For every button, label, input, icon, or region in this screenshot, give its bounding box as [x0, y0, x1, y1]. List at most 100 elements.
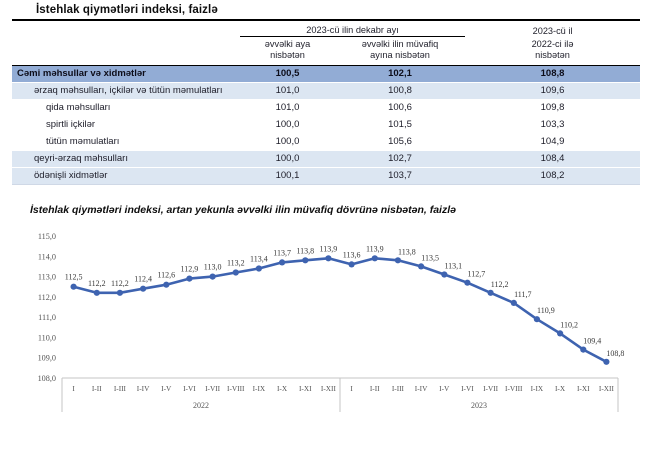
series-data-labels: 112,5 112,2 112,2 112,4 112,6 112,9 113,0 113,2…: [65, 244, 625, 357]
row-value: 101,0: [240, 82, 335, 100]
data-point: [232, 269, 239, 276]
year-label: 2023: [471, 401, 487, 410]
chart-title: İstehlak qiymətləri indeksi, artan yekun…: [30, 204, 456, 216]
month-label: I: [72, 384, 75, 393]
data-label: 112,9: [181, 265, 199, 274]
row-value: 102,1: [335, 65, 466, 83]
data-label: 113,9: [320, 244, 338, 253]
month-label: I-IV: [415, 384, 428, 393]
table-row: qida məhsulları 101,0 100,6 109,8: [12, 99, 641, 117]
month-label: I-VII: [205, 384, 221, 393]
row-value: 102,7: [335, 150, 466, 168]
table-row: tütün məmulatları 100,0 105,6 104,9: [12, 133, 641, 151]
x-axis: [61, 377, 619, 412]
data-point: [441, 271, 448, 278]
data-label: 113,2: [227, 259, 245, 268]
y-tick-label: 109,0: [38, 354, 56, 363]
page-title: İstehlak qiymətləri indeksi, faizlə: [36, 4, 218, 16]
header-prev-month: əvvəlki aya nisbətən: [264, 39, 311, 60]
cpi-table-body: Cəmi məhsullar və xidmətlər 100,5 102,1 108…: [12, 65, 641, 185]
data-point: [580, 346, 587, 353]
cpi-line-chart: 115,0 114,0 113,0 112,0 111,0 110,0 109,0 108,0…: [38, 232, 625, 412]
row-value: 103,3: [465, 116, 641, 134]
data-point: [279, 259, 286, 266]
row-value: 100,6: [335, 99, 466, 117]
row-value: 103,7: [335, 167, 466, 185]
row-value: 100,8: [335, 82, 466, 100]
year-label: 2022: [193, 401, 209, 410]
row-value: 100,5: [240, 65, 335, 83]
row-label: ərzaq məhsulları, içkilər və tütün məmul…: [12, 82, 240, 100]
month-label: I-XI: [577, 384, 590, 393]
header-spacer: [12, 20, 240, 37]
data-label: 110,2: [560, 320, 578, 329]
data-point: [93, 289, 100, 296]
data-point: [533, 316, 541, 323]
row-value: 101,5: [335, 116, 466, 134]
data-label: 113,0: [204, 263, 222, 272]
series-line: [72, 256, 608, 364]
data-label: 112,2: [88, 279, 106, 288]
data-point: [70, 283, 77, 290]
row-value: 100,0: [240, 133, 335, 151]
row-label: ödənişli xidmətlər: [12, 167, 240, 185]
table-row: spirtli içkilər 100,0 101,5 103,3: [12, 116, 641, 134]
month-label: I-V: [439, 384, 450, 393]
header-group-december: 2023-cü ilin dekabr ayı: [240, 20, 466, 37]
row-value: 100,0: [240, 116, 335, 134]
data-label: 112,2: [491, 280, 509, 289]
data-label: 112,5: [65, 273, 83, 282]
data-point: [255, 265, 262, 272]
month-label: I-IV: [137, 384, 150, 393]
data-point: [603, 358, 610, 365]
y-tick-label: 108,0: [38, 374, 56, 383]
month-label: I-II: [370, 384, 380, 393]
row-label: Cəmi məhsullar və xidmətlər: [12, 65, 240, 83]
month-label: I-V: [161, 384, 172, 393]
x-axis-labels: I I-II I-III I-IV I-V I-VI I-VII I-VIII I-IX I-X I…: [72, 384, 614, 410]
row-value: 109,6: [465, 82, 641, 100]
data-label: 112,2: [111, 279, 129, 288]
data-label: 112,7: [468, 270, 486, 279]
y-axis-labels: 115,0 114,0 113,0 112,0 111,0 110,0 109,0 108,0: [38, 232, 56, 383]
data-point: [325, 255, 332, 262]
data-label: 110,9: [537, 306, 555, 315]
header-year-vs: 2022-ci ilə nisbətən: [531, 39, 574, 60]
data-label: 109,4: [583, 337, 601, 346]
table-row: ödənişli xidmətlər 100,1 103,7 108,2: [12, 167, 641, 185]
row-value: 104,9: [465, 133, 641, 151]
data-point: [186, 275, 193, 282]
row-value: 100,0: [240, 150, 335, 168]
data-label: 113,9: [366, 244, 384, 253]
month-label: I-VII: [483, 384, 499, 393]
data-label: 113,4: [250, 255, 268, 264]
y-tick-label: 112,0: [38, 293, 56, 302]
row-label: tütün məmulatları: [12, 133, 240, 151]
data-point: [348, 261, 355, 268]
data-label: 113,8: [398, 247, 416, 256]
month-label: I-IX: [253, 384, 266, 393]
row-value: 108,8: [465, 65, 641, 83]
data-label: 113,5: [421, 253, 439, 262]
data-point: [418, 263, 425, 270]
series-markers: [70, 255, 610, 365]
month-label: I-VI: [183, 384, 196, 393]
row-value: 105,6: [335, 133, 466, 151]
month-label: I-VIII: [505, 384, 523, 393]
row-value: 108,4: [465, 150, 641, 168]
month-label: I-II: [92, 384, 102, 393]
data-label: 113,7: [273, 248, 291, 257]
month-label: I-XII: [599, 384, 615, 393]
y-tick-label: 115,0: [38, 232, 56, 241]
data-label: 111,7: [514, 290, 531, 299]
data-label: 112,4: [134, 275, 152, 284]
table-row: ərzaq məhsulları, içkilər və tütün məmul…: [12, 82, 641, 100]
header-spacer: [12, 37, 240, 66]
month-label: I-XII: [321, 384, 337, 393]
data-label: 113,1: [444, 262, 462, 271]
month-label: I-III: [392, 384, 405, 393]
table-row: Cəmi məhsullar və xidmətlər 100,5 102,1 108…: [12, 65, 641, 83]
month-label: I: [350, 384, 353, 393]
data-point: [464, 279, 471, 286]
month-label: I-VI: [461, 384, 474, 393]
